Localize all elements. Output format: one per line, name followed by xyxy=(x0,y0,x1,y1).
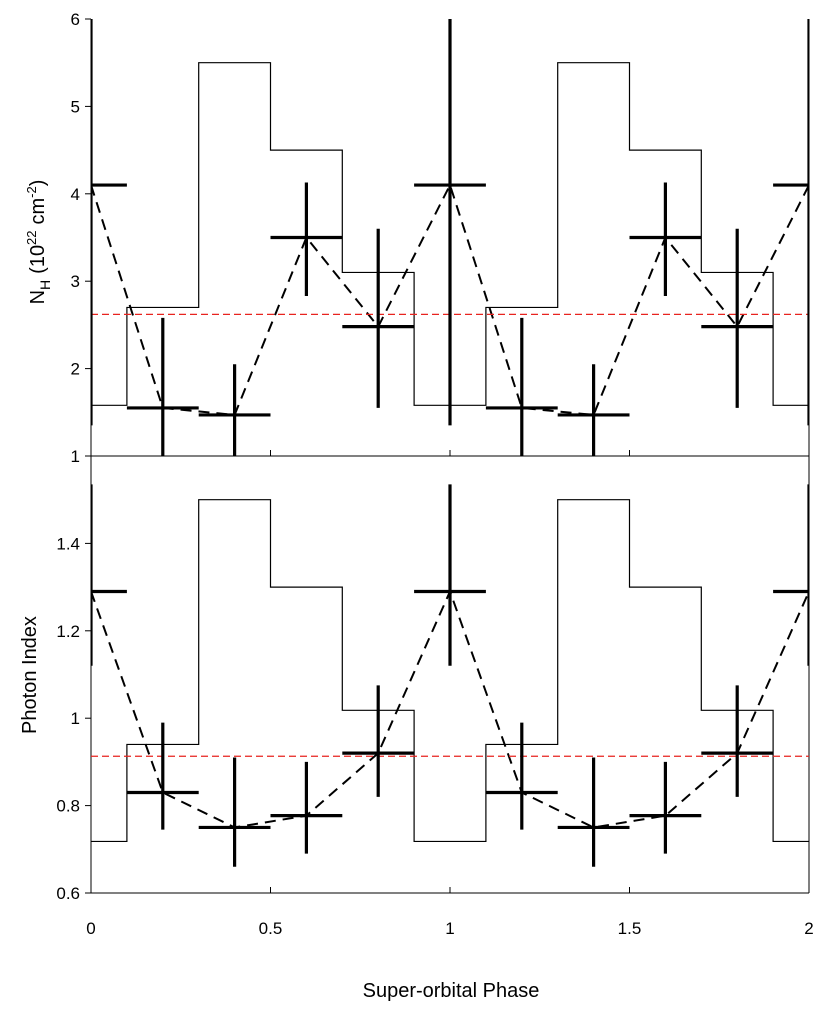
top-ylabel-main: N xyxy=(27,290,49,304)
top-y-tick-label: 5 xyxy=(71,97,80,116)
top-y-tick-label: 4 xyxy=(71,185,80,204)
bottom-data-point-3 xyxy=(270,761,343,854)
bottom-y-tick-label: 0.8 xyxy=(56,797,80,816)
bottom-plot-area xyxy=(91,484,809,867)
top-panel: 1 2 3 4 5 6 xyxy=(71,10,810,466)
bottom-panel: 0.6 0.8 1 1.2 1.4 xyxy=(56,456,810,903)
bottom-data-point-5 xyxy=(414,484,486,666)
top-dashed-trend-line xyxy=(91,182,809,416)
top-ylabel-paren: (10 xyxy=(27,245,49,274)
bottom-data-point-1 xyxy=(126,722,199,830)
bottom-data-point-6 xyxy=(485,722,558,830)
top-data-point-5 xyxy=(414,19,486,426)
bottom-y-tick-label: 1.4 xyxy=(56,534,80,553)
top-plot-area xyxy=(91,19,809,456)
bottom-data-point-9 xyxy=(701,685,774,797)
bottom-data-point-0 xyxy=(91,484,127,666)
top-data-point-4 xyxy=(342,228,415,408)
top-ylabel-unit: cm xyxy=(27,198,49,225)
bottom-data-point-4 xyxy=(342,685,415,797)
bottom-histogram-line xyxy=(91,499,809,843)
bottom-y-tick-label: 0.6 xyxy=(56,884,80,903)
top-ylabel-close: ) xyxy=(27,180,49,187)
top-data-point-10 xyxy=(773,19,809,426)
top-ylabel-sub: H xyxy=(37,280,53,290)
top-y-tick-label: 3 xyxy=(71,272,80,291)
x-axis-title: Super-orbital Phase xyxy=(363,980,540,1002)
x-tick-label: 1 xyxy=(445,919,454,938)
bottom-y-tick-label: 1.2 xyxy=(56,622,80,641)
bottom-data-point-7 xyxy=(557,757,630,867)
top-y-tick-label: 2 xyxy=(71,360,80,379)
bottom-data-point-2 xyxy=(198,757,271,867)
top-data-point-2 xyxy=(198,364,271,456)
top-data-point-3 xyxy=(270,182,343,297)
top-data-point-8 xyxy=(629,182,702,297)
bottom-y-axis-title: Photon Index xyxy=(19,616,41,734)
top-ylabel-exp2: -2 xyxy=(24,186,39,198)
top-data-point-7 xyxy=(557,364,630,456)
top-y-tick-label: 6 xyxy=(71,10,80,29)
bottom-y-tick-label: 1 xyxy=(71,709,80,728)
x-tick-label: 1.5 xyxy=(618,919,642,938)
top-data-point-1 xyxy=(126,317,199,456)
bottom-data-point-8 xyxy=(629,761,702,854)
x-tick-label: 0.5 xyxy=(259,919,283,938)
top-ylabel-exp1: 22 xyxy=(24,230,39,244)
bottom-data-point-10 xyxy=(773,484,809,666)
x-tick-label: 2 xyxy=(804,919,813,938)
x-tick-label: 0 xyxy=(86,919,95,938)
top-y-tick-label: 1 xyxy=(71,447,80,466)
top-data-point-0 xyxy=(91,19,127,426)
top-data-point-6 xyxy=(485,317,558,456)
top-data-point-9 xyxy=(701,228,774,408)
top-y-axis-title: NH (1022 cm-2) xyxy=(24,180,53,305)
